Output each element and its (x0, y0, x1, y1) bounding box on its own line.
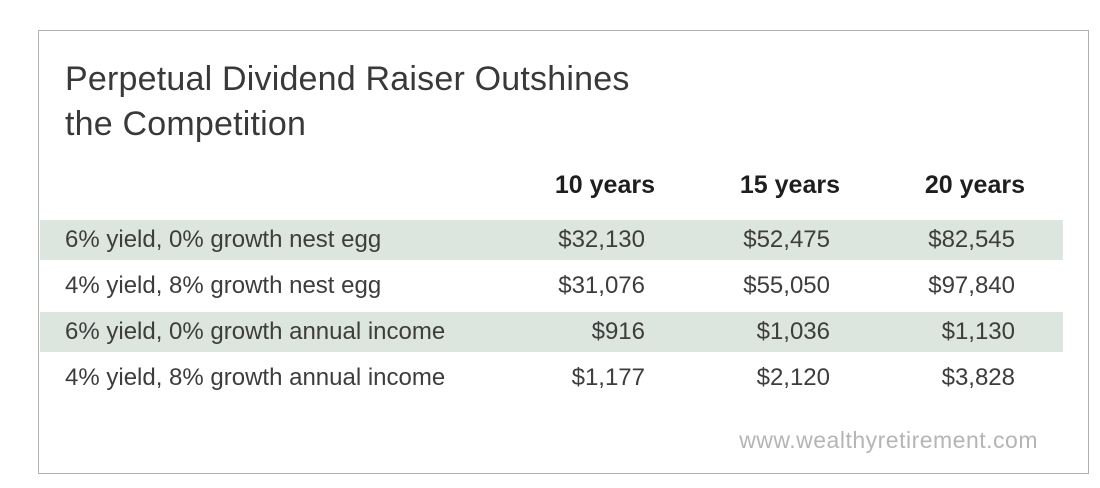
table-body: 6% yield, 0% growth nest egg $32,130 $52,4… (40, 220, 1063, 398)
row-label: 4% yield, 8% growth annual income (65, 364, 446, 391)
cell-value: $1,130 (878, 312, 1063, 352)
row-label: 6% yield, 0% growth nest egg (40, 220, 508, 260)
column-header-15-years: 15 years (739, 171, 840, 199)
page-title-line2: the Competition (65, 105, 307, 143)
cell-value: $1,177 (571, 364, 645, 391)
row-label: 4% yield, 8% growth nest egg (65, 272, 382, 299)
row-label: 6% yield, 0% growth annual income (40, 312, 508, 352)
cell-value: $1,036 (693, 312, 878, 352)
table-header-row: 10 years 15 years 20 years (40, 170, 1063, 200)
chart-card: Perpetual Dividend Raiser Outshines the … (38, 30, 1089, 474)
cell-value: $2,120 (756, 364, 830, 391)
cell-value: $31,076 (558, 272, 645, 299)
page-title-line1: Perpetual Dividend Raiser Outshines (65, 60, 630, 98)
cell-value: $55,050 (743, 272, 830, 299)
cell-value: $32,130 (508, 220, 693, 260)
cell-value: $82,545 (878, 220, 1063, 260)
cell-value: $916 (508, 312, 693, 352)
comparison-table: 10 years 15 years 20 years 6% yield, 0% … (40, 170, 1063, 398)
cell-value: $52,475 (693, 220, 878, 260)
column-header-20-years: 20 years (924, 171, 1025, 199)
cell-value: $97,840 (928, 272, 1015, 299)
page-title: Perpetual Dividend Raiser Outshines the … (65, 57, 630, 147)
website-watermark: www.wealthyretirement.com (739, 427, 1038, 453)
cell-value: $3,828 (941, 364, 1015, 391)
column-header-empty (40, 170, 508, 200)
column-header-10-years: 10 years (554, 171, 655, 199)
